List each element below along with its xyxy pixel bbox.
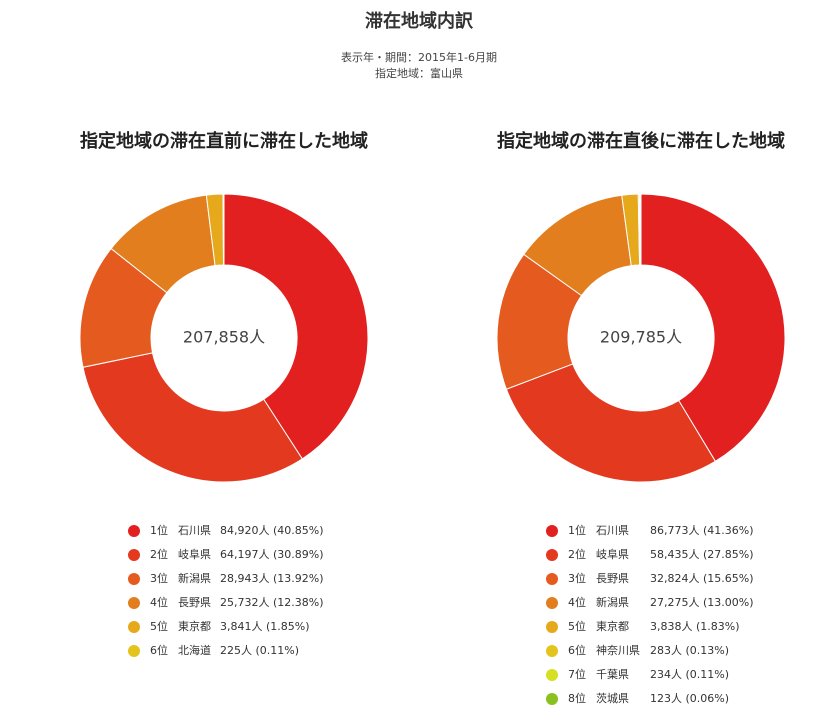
donut-slice bbox=[222, 193, 225, 266]
legend-value: 283人 (0.13%) bbox=[650, 644, 729, 657]
legend-value: 3,841人 (1.85%) bbox=[220, 620, 310, 633]
legend-value: 28,943人 (13.92%) bbox=[220, 572, 324, 585]
legend-value: 58,435人 (27.85%) bbox=[650, 548, 754, 561]
subtitle: 指定地域：富山県 bbox=[375, 66, 463, 80]
legend-marker bbox=[546, 693, 558, 705]
legend-rank: 5位 bbox=[568, 619, 586, 633]
legend-rank: 6位 bbox=[150, 643, 168, 657]
legend-value: 64,197人 (30.89%) bbox=[220, 548, 324, 561]
legend-value: 3,838人 (1.83%) bbox=[650, 620, 740, 633]
legend-name: 新潟県 bbox=[596, 595, 629, 609]
legend-name: 新潟県 bbox=[178, 571, 211, 585]
chart-title: 指定地域の滞在直後に滞在した地域 bbox=[497, 130, 785, 152]
legend-value: 84,920人 (40.85%) bbox=[220, 524, 324, 537]
legend-rank: 1位 bbox=[150, 523, 168, 537]
legend-marker bbox=[546, 549, 558, 561]
legend-name: 石川県 bbox=[596, 524, 629, 537]
legend-marker bbox=[128, 525, 140, 537]
legend-name: 岐阜県 bbox=[178, 548, 211, 561]
legend-marker bbox=[546, 621, 558, 633]
legend-name: 長野県 bbox=[596, 572, 629, 585]
legend-marker bbox=[128, 597, 140, 609]
legend-rank: 3位 bbox=[150, 571, 168, 585]
legend-rank: 4位 bbox=[568, 595, 586, 609]
page-title: 滞在地域内訳 bbox=[365, 10, 474, 32]
legend-name: 千葉県 bbox=[596, 667, 629, 681]
legend-value: 123人 (0.06%) bbox=[650, 692, 729, 705]
legend-value: 32,824人 (15.65%) bbox=[650, 572, 754, 585]
legend-marker bbox=[546, 525, 558, 537]
legend-name: 岐阜県 bbox=[596, 548, 629, 561]
legend-rank: 1位 bbox=[568, 523, 586, 537]
legend-rank: 8位 bbox=[568, 691, 586, 705]
legend-value: 234人 (0.11%) bbox=[650, 668, 729, 681]
legend-name: 東京都 bbox=[596, 619, 629, 633]
legend-marker bbox=[546, 597, 558, 609]
legend-marker bbox=[546, 573, 558, 585]
legend-name: 茨城県 bbox=[596, 691, 629, 705]
legend-marker bbox=[128, 549, 140, 561]
donut-slice bbox=[505, 363, 717, 483]
subtitle: 表示年・期間：2015年1-6月期 bbox=[341, 50, 497, 64]
legend-marker bbox=[128, 621, 140, 633]
legend-rank: 2位 bbox=[150, 547, 168, 561]
donut-slice bbox=[639, 193, 642, 266]
legend-name: 長野県 bbox=[178, 596, 211, 609]
legend-marker bbox=[546, 669, 558, 681]
legend-marker bbox=[128, 645, 140, 657]
legend-name: 石川県 bbox=[178, 524, 211, 537]
legend-rank: 6位 bbox=[568, 643, 586, 657]
legend-marker bbox=[546, 645, 558, 657]
legend-name: 神奈川県 bbox=[596, 643, 640, 657]
center-total: 209,785人 bbox=[600, 328, 682, 347]
center-total: 207,858人 bbox=[183, 328, 265, 347]
legend-marker bbox=[128, 573, 140, 585]
legend-rank: 3位 bbox=[568, 571, 586, 585]
legend-value: 25,732人 (12.38%) bbox=[220, 596, 324, 609]
donut-slice bbox=[223, 193, 369, 460]
legend-rank: 5位 bbox=[150, 619, 168, 633]
legend-rank: 2位 bbox=[568, 547, 586, 561]
legend-name: 北海道 bbox=[178, 643, 211, 657]
donut-slice bbox=[640, 193, 786, 462]
legend-rank: 4位 bbox=[150, 595, 168, 609]
legend-rank: 7位 bbox=[568, 667, 586, 681]
legend-value: 27,275人 (13.00%) bbox=[650, 596, 754, 609]
legend-value: 225人 (0.11%) bbox=[220, 644, 299, 657]
legend-value: 86,773人 (41.36%) bbox=[650, 524, 754, 537]
legend-name: 東京都 bbox=[178, 619, 211, 633]
chart-title: 指定地域の滞在直前に滞在した地域 bbox=[80, 130, 368, 152]
donut-slice bbox=[82, 352, 303, 483]
